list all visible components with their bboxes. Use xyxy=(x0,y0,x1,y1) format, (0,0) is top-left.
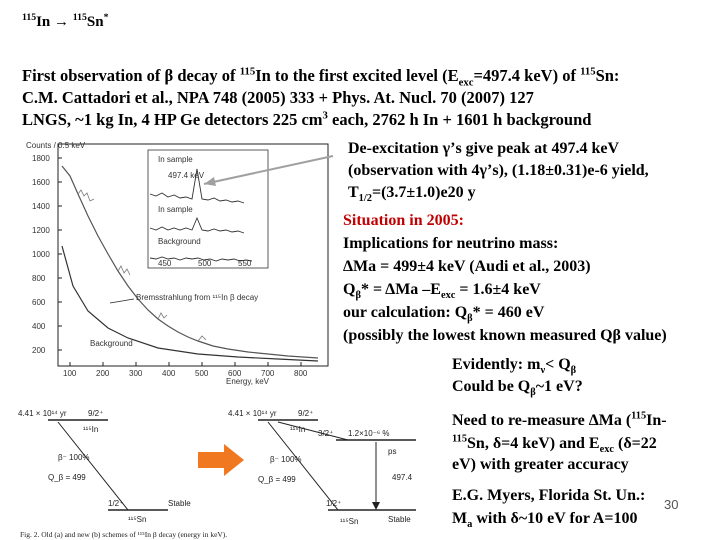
spectrum-xtick-label: 100 xyxy=(63,369,77,378)
spectrum-figure: Counts / 0.5 keV 1800 1600 1400 1200 1000 800… xyxy=(26,141,334,386)
spectrum-yticks: 1800 1600 1400 1200 1000 800 600 400 200 xyxy=(32,154,62,355)
inset-background-trace xyxy=(149,256,253,262)
spectrum-xtick-label: 200 xyxy=(96,369,110,378)
spectrum-ytick-label: 200 xyxy=(32,346,46,355)
page-number: 30 xyxy=(664,497,679,512)
new-branch: β⁻ 100% xyxy=(270,455,302,464)
old-ground: 1/2⁺ xyxy=(108,499,123,508)
new-spin: 9/2⁺ xyxy=(298,409,313,418)
inset-sample2-label: In sample xyxy=(158,205,193,214)
inset-xtick-label: 550 xyxy=(238,259,252,268)
situation-line-3: Qβ* = ΔMa –Eexc = 1.6±4 keV xyxy=(343,281,541,302)
spectrum-ytick-label: 1800 xyxy=(32,154,50,163)
deexc-line-3: T1/2=(3.7±1.0)e20 y xyxy=(348,184,476,205)
spectrum-ytick-label: 600 xyxy=(32,298,46,307)
old-stable: Stable xyxy=(168,499,191,508)
inset-sample-label: In sample xyxy=(158,155,193,164)
inset-xticks: 450 500 550 xyxy=(158,259,252,268)
old-halflife: 4.41 × 10¹⁴ yr xyxy=(18,409,67,418)
compare-arrow-head xyxy=(224,444,244,476)
bremsstrahlung-label: Bremsstrahlung from ¹¹⁵In β decay xyxy=(136,293,258,302)
spectrum-ytick-label: 400 xyxy=(32,322,46,331)
inset-xtick-label: 500 xyxy=(198,259,212,268)
myers-line-2: Ma with δ~10 eV for A=100 xyxy=(452,510,638,531)
new-q: Q_β = 499 xyxy=(258,475,296,484)
spectrum-xtick-label: 300 xyxy=(129,369,143,378)
remeasure-line-2: 115Sn, δ=4 keV) and Eexc (δ=22 xyxy=(452,433,657,456)
spectrum-xticks: 100 200 300 400 500 600 700 800 xyxy=(63,362,308,378)
spectrum-ytick-label: 1200 xyxy=(32,226,50,235)
background-label: Background xyxy=(90,339,133,348)
inset-frame xyxy=(147,149,269,269)
compare-arrow-body xyxy=(198,452,224,468)
bremss-pointer xyxy=(109,298,135,304)
in-sample-noise xyxy=(77,189,207,342)
old-beta-line xyxy=(57,421,129,511)
situation-line-5: (possibly the lowest known measured Qβ v… xyxy=(343,327,667,344)
slide-title: 115In → 115Sn* xyxy=(22,12,109,30)
spectrum-ytick-label: 800 xyxy=(32,274,46,283)
inset-peak-label: 497.4 keV xyxy=(168,171,205,180)
new-daughter: ¹¹⁵Sn xyxy=(340,517,358,526)
inset-sample-trace xyxy=(149,168,245,204)
new-halflife: 4.41 × 10¹⁴ yr xyxy=(228,409,277,418)
situation-line-1: Implications for neutrino mass: xyxy=(343,235,559,252)
situation-line-4: our calculation: Qβ* = 460 eV xyxy=(343,304,545,325)
inset-background-label: Background xyxy=(158,237,201,246)
evidently-line-2: Could be Qβ~1 eV? xyxy=(452,378,583,399)
spectrum-xtick-label: 500 xyxy=(195,369,209,378)
old-q: Q_β = 499 xyxy=(48,473,86,482)
spectrum-ytick-label: 1400 xyxy=(32,202,50,211)
spectrum-xtick-label: 700 xyxy=(261,369,275,378)
new-stable: Stable xyxy=(388,515,411,524)
spectrum-xlabel: Energy, keV xyxy=(226,377,270,386)
new-beta-excited-line xyxy=(277,421,349,441)
new-parent: ¹¹⁵In xyxy=(290,425,305,434)
old-parent: ¹¹⁵In xyxy=(83,425,98,434)
new-gamma-arrowhead xyxy=(372,502,380,510)
deexc-line-2: (observation with 4γ’s), (1.18±0.31)e-6 … xyxy=(348,162,649,179)
peak-arrow xyxy=(203,155,334,185)
old-branch: β⁻ 100% xyxy=(58,453,90,462)
remeasure-line-1: Need to re-measure ΔMa (115In- xyxy=(452,410,667,429)
inset-xtick-label: 450 xyxy=(158,259,172,268)
intro-line-1: First observation of β decay of 115In to… xyxy=(22,65,620,89)
background-curve xyxy=(61,245,319,362)
old-spin: 9/2⁺ xyxy=(88,409,103,418)
new-excited-ratio: 1.2×10⁻⁶ % xyxy=(348,429,390,438)
new-ground: 1/2⁺ xyxy=(326,499,341,508)
spectrum-ytick-label: 1000 xyxy=(32,250,50,259)
situation-heading: Situation in 2005: xyxy=(343,212,464,229)
old-daughter: ¹¹⁵Sn xyxy=(128,515,146,524)
spectrum-xtick-label: 600 xyxy=(228,369,242,378)
intro-line-2: C.M. Cattadori et al., NPA 748 (2005) 33… xyxy=(22,88,534,107)
new-excited-spin: 3/2⁺ xyxy=(318,429,333,438)
peak-arrowhead xyxy=(204,177,216,186)
new-excited-ps: ps xyxy=(388,447,396,456)
myers-line-1: E.G. Myers, Florida St. Un.: xyxy=(452,487,646,504)
deexc-line-1: De-excitation γ’s give peak at 497.4 keV xyxy=(348,140,619,157)
inset-sample2-trace xyxy=(149,216,245,234)
new-excited-energy: 497.4 xyxy=(392,473,413,482)
spectrum-ytick-label: 1600 xyxy=(32,178,50,187)
schemes-caption: Fig. 2. Old (a) and new (b) schemes of ¹… xyxy=(20,530,227,539)
spectrum-ylabel: Counts / 0.5 keV xyxy=(26,141,86,150)
situation-line-2: ΔMa = 499±4 keV (Audi et al., 2003) xyxy=(343,258,591,275)
intro-line-3: LNGS, ~1 kg In, 4 HP Ge detectors 225 cm… xyxy=(22,109,592,129)
remeasure-line-3: eV) with greater accuracy xyxy=(452,456,629,473)
spectrum-xtick-label: 400 xyxy=(162,369,176,378)
decay-schemes-figure: 4.41 × 10¹⁴ yr 9/2⁺ ¹¹⁵In β⁻ 100% Q_β = … xyxy=(18,409,416,539)
spectrum-xtick-label: 800 xyxy=(294,369,308,378)
new-beta-line xyxy=(267,421,339,511)
evidently-line-1: Evidently: mν< Qβ xyxy=(452,356,577,377)
